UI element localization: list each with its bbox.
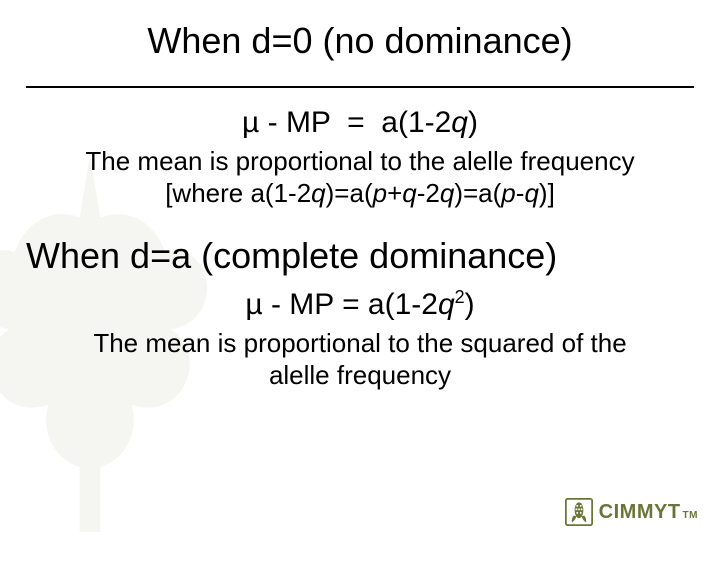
slide-title-1: When d=0 (no dominance) bbox=[26, 20, 694, 68]
brand-tm: TM bbox=[683, 510, 698, 521]
body-text-2: The mean is proportional to the squared … bbox=[26, 328, 694, 391]
body-text-1: The mean is proportional to the alelle f… bbox=[26, 146, 694, 209]
eq2-suffix: ) bbox=[465, 288, 475, 321]
slide-title-2: When d=a (complete dominance) bbox=[26, 235, 694, 277]
brand-logo: CIMMYTTM bbox=[565, 498, 698, 526]
body1-line1: The mean is proportional to the alelle f… bbox=[85, 146, 634, 176]
cimmyt-corn-icon bbox=[565, 498, 593, 526]
body2-line1: The mean is proportional to the squared … bbox=[93, 328, 626, 358]
eq2-q: q bbox=[438, 288, 455, 321]
title-underline bbox=[26, 86, 694, 88]
equation-2: µ - MP = a(1-2q2) bbox=[26, 287, 694, 322]
brand-name: CIMMYTTM bbox=[599, 501, 698, 524]
eq2-exp: 2 bbox=[455, 287, 465, 307]
equation-1: µ - MP = a(1-2q) bbox=[26, 106, 694, 140]
eq2-prefix: µ - MP = a(1-2 bbox=[245, 288, 438, 321]
slide-content: When d=0 (no dominance) µ - MP = a(1-2q)… bbox=[0, 0, 720, 540]
brand-text: CIMMYT bbox=[599, 501, 681, 524]
body1-line2: [where a(1-2q)=a(p+q-2q)=a(p-q)] bbox=[165, 178, 555, 208]
body2-line2: alelle frequency bbox=[269, 360, 451, 390]
